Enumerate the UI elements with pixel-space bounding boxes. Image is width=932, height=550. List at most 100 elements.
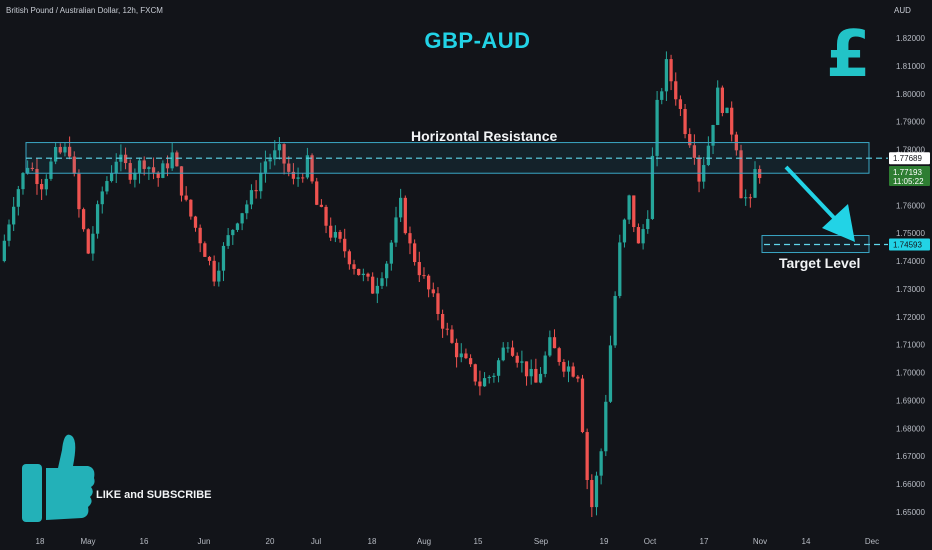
currency-label: AUD [894, 6, 911, 15]
candle-body [562, 361, 566, 372]
price-axis[interactable]: 1.820001.810001.800001.790001.780001.770… [896, 34, 925, 517]
candle-body [590, 480, 594, 508]
candle-body [329, 225, 333, 238]
price-tick: 1.67000 [896, 452, 925, 461]
candle-body [720, 87, 724, 113]
candle-body [226, 235, 230, 246]
time-tick: Aug [417, 537, 431, 546]
candle-body [263, 161, 268, 173]
price-tick: 1.74000 [896, 257, 925, 266]
time-tick: 19 [600, 537, 609, 546]
candle-body [650, 155, 655, 219]
candle-body [287, 163, 291, 172]
candle-body [315, 181, 319, 205]
thumbs-up-icon[interactable] [22, 434, 95, 522]
candle-body [674, 81, 678, 100]
candle-body [259, 172, 263, 192]
candle-body [245, 204, 249, 214]
time-tick: 15 [474, 537, 483, 546]
candle-body [744, 197, 748, 199]
candle-body [580, 378, 585, 433]
candle-body [622, 219, 627, 243]
candle-body [394, 217, 398, 243]
candle-body [26, 167, 30, 173]
candle-body [608, 345, 613, 402]
like-subscribe-text: LIKE and SUBSCRIBE [96, 489, 212, 501]
candle-body [175, 152, 179, 167]
candle-body [571, 366, 575, 377]
candle-body [725, 107, 729, 113]
pound-sign-icon: £ [826, 18, 871, 92]
candle-body [49, 161, 53, 179]
candle-body [706, 145, 711, 166]
candle-body [338, 231, 342, 239]
candle-body [683, 108, 687, 135]
candle-body [81, 209, 86, 230]
candle-body [212, 260, 216, 282]
candle-body [389, 242, 393, 264]
candle-body [678, 99, 683, 109]
candle-body [128, 163, 132, 180]
candle-body [217, 270, 221, 282]
candle-body [95, 204, 100, 234]
candle-body [524, 361, 529, 377]
candle-body [207, 256, 212, 261]
candle-body [380, 278, 384, 286]
candle-body [604, 401, 608, 452]
candle-body [91, 233, 95, 254]
candle-body [170, 152, 174, 169]
candle-body [235, 223, 240, 230]
candle-body [464, 353, 468, 359]
candle-body [203, 243, 207, 257]
price-tick: 1.68000 [896, 424, 925, 433]
time-axis[interactable]: 18 May 16 Jun 20 Jul 18 Aug 15 Sep 19 Oct 17 Nov 14 Dec [36, 537, 880, 546]
price-tick: 1.78000 [896, 146, 925, 155]
price-tick: 1.75000 [896, 229, 925, 238]
candle-body [319, 204, 324, 207]
candle-body [305, 155, 310, 178]
candle-body [114, 161, 118, 174]
candle-body [291, 171, 296, 179]
candle-body [123, 154, 128, 164]
candle-body [482, 378, 487, 387]
price-tick: 1.71000 [896, 341, 925, 350]
candle-body [198, 227, 202, 244]
candle-body [557, 348, 561, 362]
candle-body [506, 347, 510, 349]
time-tick: Oct [644, 537, 657, 546]
candle-body [468, 358, 473, 365]
candle-body [454, 342, 459, 358]
price-tick: 1.81000 [896, 62, 925, 71]
candle-body [655, 99, 659, 156]
price-tick: 1.73000 [896, 285, 925, 294]
candle-body [552, 337, 557, 349]
candle-body [53, 146, 58, 162]
candle-body [301, 177, 305, 179]
candle-body [109, 173, 114, 182]
candle-body [492, 375, 496, 377]
candle-body [268, 159, 272, 162]
resistance-price-tag: 1.77689 [893, 154, 922, 163]
candle-body [660, 91, 664, 100]
candle-body [599, 451, 603, 476]
candle-body [501, 347, 505, 361]
candle-body [445, 328, 449, 330]
candle-body [352, 264, 356, 269]
time-tick: Jul [311, 537, 321, 546]
candle-body [273, 150, 277, 160]
candle-body [184, 195, 188, 200]
candle-body [156, 172, 160, 178]
candle-body [282, 144, 286, 164]
time-tick: May [80, 537, 95, 546]
candle-body [534, 368, 538, 383]
price-tick: 1.80000 [896, 90, 925, 99]
time-tick: 20 [266, 537, 275, 546]
price-tick: 1.69000 [896, 396, 925, 405]
price-tick: 1.66000 [896, 480, 925, 489]
candle-body [221, 245, 226, 271]
candle-body [231, 229, 235, 236]
candle-body [408, 233, 412, 244]
candle-body [613, 295, 617, 346]
candle-body [137, 160, 142, 173]
